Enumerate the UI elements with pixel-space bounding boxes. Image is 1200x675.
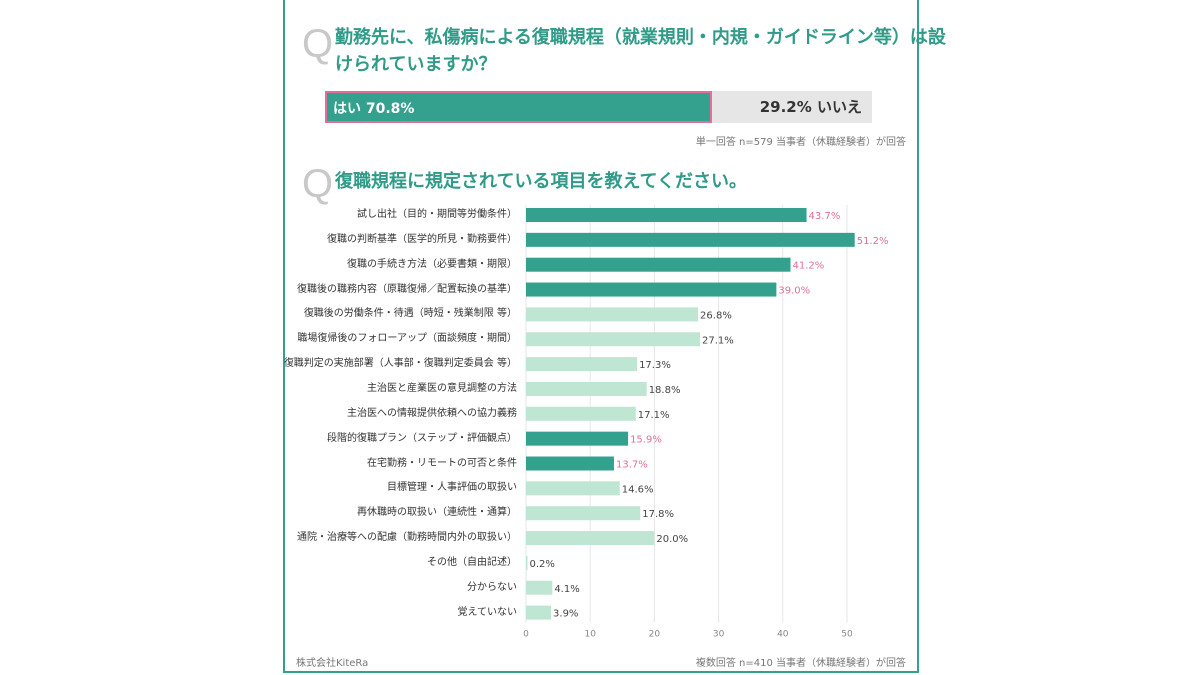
bar: [526, 307, 699, 322]
value-label: 27.1%: [702, 335, 734, 346]
value-label: 13.7%: [616, 460, 648, 471]
category-label: 復職判定の実施部署（人事部・復職判定委員会 等）: [283, 358, 517, 370]
category-label: 主治医への情報提供依頼への協力義務: [347, 407, 517, 419]
bar: [526, 406, 636, 421]
value-label: 14.6%: [622, 484, 654, 495]
q2-note: 複数回答 n=410 当事者（休職経験者）が回答: [695, 658, 906, 669]
category-label: 再休職時の取扱い（連続性・通算）: [357, 507, 517, 519]
value-label: 39.0%: [778, 286, 810, 297]
x-tick-label: 10: [584, 630, 596, 640]
q1-yes-label: はい 70.8%: [333, 101, 415, 117]
q1-bar-yes: はい 70.8%: [325, 91, 713, 123]
q1-title-line2: けられていますか？: [335, 54, 497, 75]
value-label: 43.7%: [809, 211, 841, 222]
bar: [526, 531, 655, 546]
value-labels: 43.7% 51.2% 41.2% 39.0% 26.8% 27.1% 17.3% 18.8%…: [530, 211, 889, 620]
category-label: その他（自由記述）: [427, 556, 517, 568]
bar: [526, 431, 629, 446]
value-label: 17.8%: [642, 509, 674, 520]
company-name: 株式会社KiteRa: [296, 658, 369, 669]
bar: [526, 506, 641, 521]
x-tick-label: 0: [523, 630, 529, 640]
bar: [526, 555, 528, 570]
x-tick-label: 40: [777, 630, 789, 640]
value-label: 4.1%: [554, 584, 579, 595]
value-label: 15.9%: [630, 435, 662, 446]
q1-no-label: 29.2% いいえ: [759, 98, 862, 116]
category-label: 復職後の職務内容（原職復帰／配置転換の基準）: [297, 283, 517, 295]
q1-mark: Q: [302, 22, 334, 66]
category-label: 段階的復職プラン（ステップ・評価観点）: [327, 432, 517, 444]
bar: [526, 332, 700, 347]
category-label: 分からない: [467, 581, 517, 593]
value-label: 0.2%: [530, 559, 555, 570]
bar: [526, 232, 855, 247]
bar: [526, 208, 807, 222]
category-label: 目標管理・人事評価の取扱い: [387, 482, 517, 494]
value-label: 17.1%: [638, 410, 670, 421]
category-label: 復職の手続き方法（必要書類・期限）: [347, 258, 517, 270]
category-label: 在宅勤務・リモートの可否と条件: [367, 457, 517, 469]
bar: [526, 456, 614, 471]
category-label: 通院・治療等への配慮（勤務時間内外の取扱い）: [297, 532, 517, 544]
bar: [526, 357, 638, 372]
q2-mark: Q: [302, 162, 334, 206]
category-label: 復職後の労働条件・待遇（時短・残業制限 等）: [303, 308, 517, 320]
x-tick-label: 50: [841, 630, 853, 640]
bar: [526, 381, 647, 396]
value-label: 20.0%: [656, 534, 688, 545]
q2-title: 復職規程に規定されている項目を教えてください。: [335, 171, 748, 192]
value-label: 18.8%: [649, 385, 681, 396]
category-label: 主治医と産業医の意見調整の方法: [367, 382, 517, 394]
value-label: 3.9%: [553, 609, 578, 620]
category-label: 試し出社（目的・期間等労働条件）: [357, 209, 517, 220]
q1-stacked-bar: はい 70.8% 29.2% いいえ: [325, 91, 872, 123]
x-tick-label: 20: [649, 630, 661, 640]
bar: [526, 580, 553, 595]
value-label: 41.2%: [793, 261, 825, 272]
category-label: 復職の判断基準（医学的所見・勤務要件）: [327, 233, 517, 245]
x-tick-label: 30: [713, 630, 725, 640]
category-label: 職場復帰後のフォローアップ（面談頻度・期間）: [297, 333, 517, 345]
value-label: 17.3%: [639, 360, 671, 371]
bars: [526, 208, 855, 620]
q1-title-line1: 勤務先に、私傷病による復職規程（就業規則・内規・ガイドライン等）は設: [335, 27, 946, 48]
category-label: 覚えていない: [457, 606, 518, 618]
value-label: 51.2%: [857, 236, 889, 247]
value-label: 26.8%: [700, 310, 732, 321]
bar: [526, 481, 620, 496]
q1-note: 単一回答 n=579 当事者（休職経験者）が回答: [695, 137, 906, 148]
bar: [526, 282, 777, 297]
bar: [526, 605, 552, 620]
bar: [526, 257, 791, 272]
x-tick-labels: 0 10 20 30 40 50: [523, 630, 853, 640]
